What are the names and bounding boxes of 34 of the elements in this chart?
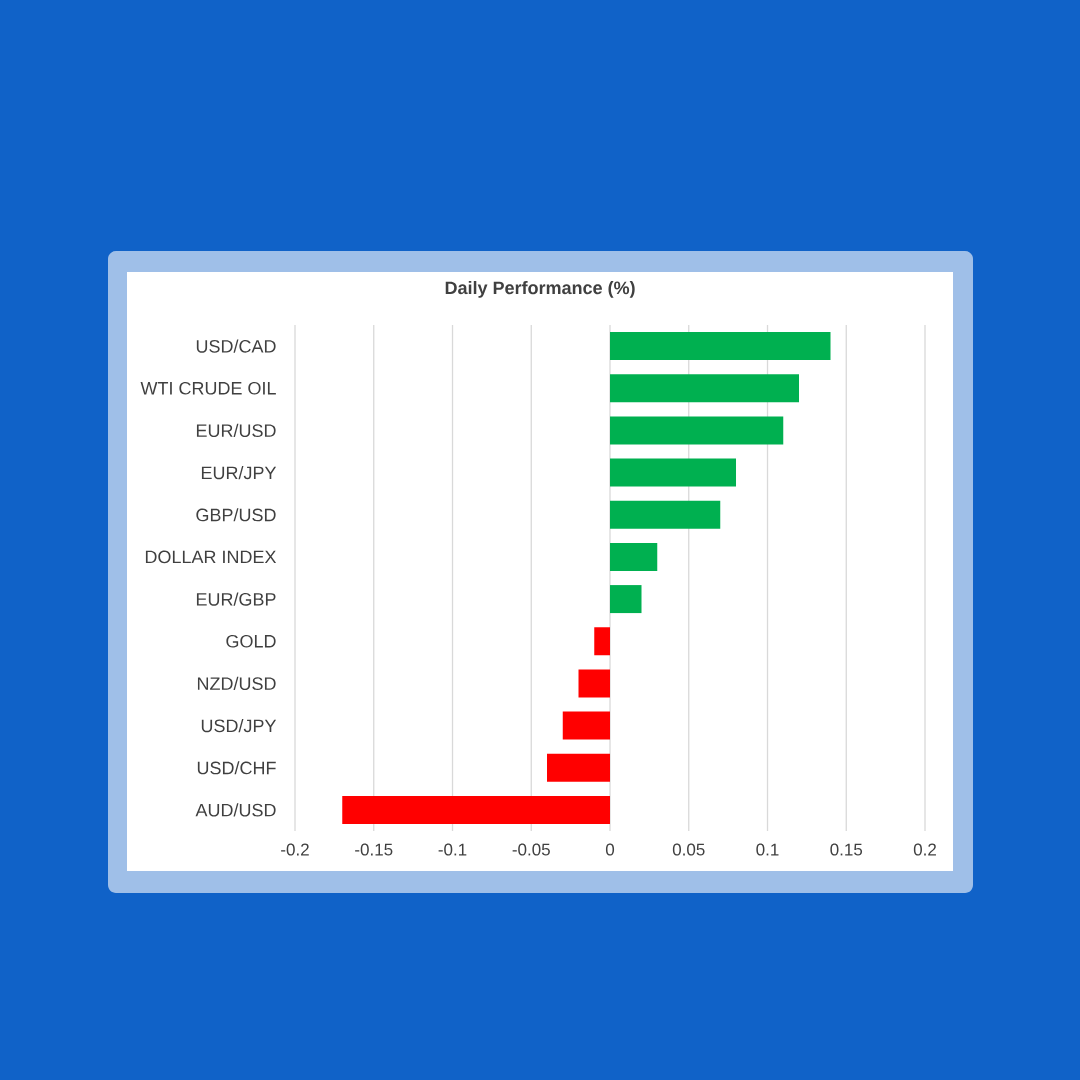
y-tick-label: EUR/GBP — [196, 592, 276, 606]
y-tick-label: USD/JPY — [201, 718, 277, 733]
y-tick-label: NZD/USD — [197, 676, 276, 691]
bar — [578, 669, 610, 698]
bar — [610, 374, 800, 403]
y-tick-label: DOLLAR INDEX — [145, 550, 277, 564]
bar — [610, 500, 721, 529]
x-tick-label: -0.15 — [355, 843, 393, 856]
bar — [610, 416, 784, 445]
x-tick-label: -0.2 — [281, 843, 309, 856]
bar — [342, 795, 610, 824]
y-tick-label: GBP/USD — [196, 508, 276, 522]
x-tick-label: 0 — [605, 843, 615, 856]
bar — [610, 458, 737, 487]
y-tick-label: EUR/JPY — [201, 465, 277, 480]
chart-title: Daily Performance (%) — [445, 280, 635, 298]
y-tick-label: AUD/USD — [195, 803, 276, 817]
y-tick-label: GOLD — [226, 634, 276, 648]
y-tick-label: USD/CAD — [196, 339, 276, 353]
x-tick-label: 0.05 — [672, 843, 705, 856]
x-tick-label: -0.1 — [438, 843, 467, 856]
bar — [562, 711, 610, 740]
x-tick-label: 0.15 — [830, 843, 863, 856]
bar — [594, 627, 610, 656]
y-tick-label: USD/CHF — [197, 761, 276, 775]
bar — [547, 753, 610, 782]
bar — [610, 332, 831, 361]
bar — [610, 542, 658, 571]
x-tick-label: 0.2 — [913, 843, 936, 856]
y-tick-label: WTI CRUDE OIL — [140, 381, 276, 395]
x-tick-label: 0.1 — [756, 843, 779, 856]
y-tick-label: EUR/USD — [196, 423, 276, 438]
x-tick-label: -0.05 — [512, 843, 550, 856]
bar — [610, 585, 642, 614]
